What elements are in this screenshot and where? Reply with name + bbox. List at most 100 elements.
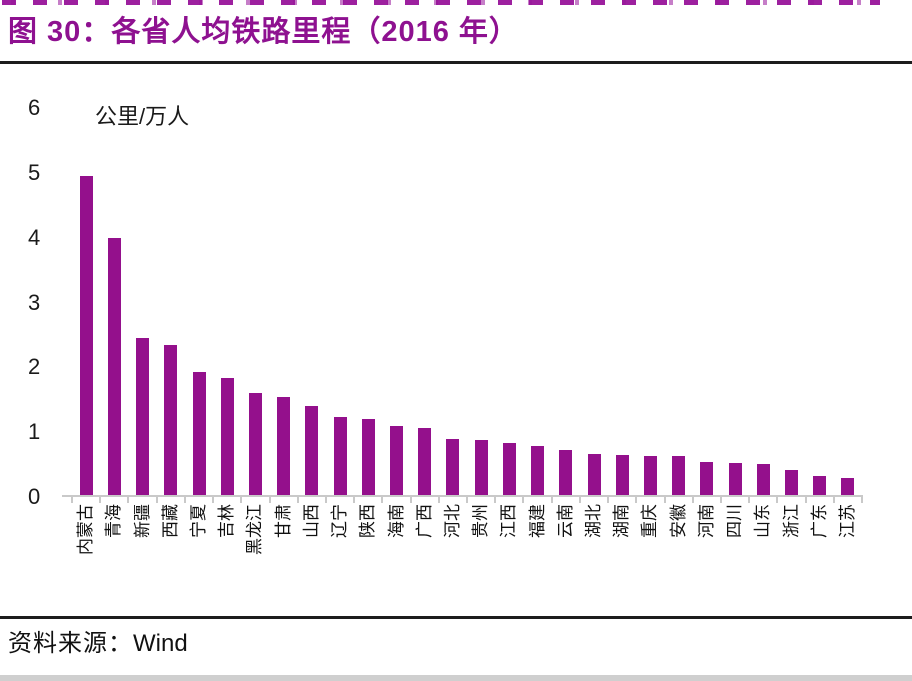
x-axis-ticks (71, 497, 864, 505)
y-axis-tick-label: 6 (28, 95, 41, 120)
x-axis-tick (268, 497, 271, 503)
x-axis-label: 山西 (301, 504, 321, 538)
x-axis-tick (691, 497, 694, 503)
bar (728, 462, 742, 497)
x-axis-label: 广东 (809, 504, 829, 538)
x-axis-tick (804, 497, 807, 503)
bar (587, 453, 601, 497)
bar (643, 455, 657, 497)
x-axis-tick (324, 497, 327, 503)
y-axis-tick-label: 4 (28, 224, 41, 250)
bar (756, 463, 770, 497)
x-axis-tick (663, 497, 666, 503)
bar (615, 454, 629, 497)
header-divider (0, 61, 912, 64)
x-axis-tick (776, 497, 779, 503)
bar (700, 462, 714, 497)
x-axis-label: 海南 (386, 504, 406, 538)
x-axis-label: 青海 (104, 504, 124, 538)
figure-title: 图 30：各省人均铁路里程（2016 年） (8, 16, 519, 48)
bar (79, 176, 93, 497)
bar (531, 446, 544, 497)
x-axis-tick (183, 497, 186, 503)
source-value: Wind (133, 630, 188, 657)
x-axis-tick (494, 497, 497, 503)
bar (361, 419, 375, 497)
x-axis-label: 黑龙江 (245, 504, 265, 555)
bar (474, 439, 488, 497)
bar (813, 475, 827, 497)
x-axis-label: 四川 (725, 504, 744, 538)
x-axis-label: 湖南 (612, 504, 632, 538)
x-axis-tick (155, 497, 158, 503)
x-axis-label: 甘肃 (273, 504, 293, 538)
x-axis-tick (437, 497, 440, 503)
x-axis-tick (353, 497, 356, 503)
x-axis-label: 安徽 (668, 504, 688, 538)
x-axis-tick (99, 497, 102, 503)
bar (192, 371, 206, 497)
bar (277, 397, 291, 497)
bar (305, 406, 319, 497)
x-axis-tick (296, 497, 299, 503)
page-edge-strip (0, 675, 912, 681)
x-axis-labels: 内蒙古 青海 新疆 西藏 宁夏 吉林 黑龙江 甘肃 山西 辽宁 陕西 海南 广西 河北 贵州 江西 福建 云南 湖北… (72, 504, 862, 616)
x-axis-label: 西藏 (160, 504, 180, 538)
x-axis-tick (578, 497, 581, 503)
x-axis-tick (409, 497, 412, 503)
x-axis-tick (719, 497, 722, 503)
x-axis-label: 宁夏 (189, 504, 208, 538)
bar (390, 426, 403, 497)
x-axis-label: 湖北 (584, 504, 603, 538)
bar (785, 470, 798, 497)
x-axis-tick (127, 497, 130, 503)
x-axis-tick (550, 497, 553, 503)
x-axis-label: 云南 (555, 504, 575, 538)
bar (502, 443, 516, 497)
x-axis-label: 新疆 (132, 504, 152, 538)
footer-divider (0, 616, 912, 619)
bar (446, 438, 460, 497)
source-label: 资料来源： (8, 631, 133, 657)
x-axis-label: 贵州 (471, 504, 491, 538)
x-axis-label: 吉林 (217, 504, 237, 538)
bar (559, 450, 573, 497)
x-axis-line (62, 495, 863, 497)
y-axis-tick-label: 1 (28, 419, 41, 445)
x-axis-label: 福建 (527, 504, 547, 538)
x-axis-label: 陕西 (358, 504, 378, 538)
y-axis-labels: 0 1 2 3 4 5 6 (28, 95, 50, 509)
x-axis-tick (832, 497, 835, 503)
bar (841, 477, 855, 497)
y-axis-tick-label: 5 (28, 159, 41, 185)
bar (107, 237, 121, 497)
bar (220, 377, 234, 497)
bar (333, 416, 347, 497)
x-axis-tick (635, 497, 638, 503)
x-axis-tick (607, 497, 610, 503)
x-axis-label: 河北 (442, 504, 462, 538)
plot-area (72, 108, 862, 497)
x-axis-tick (466, 497, 468, 503)
x-axis-label: 浙江 (781, 504, 801, 538)
x-axis-tick (71, 497, 73, 503)
bar (672, 455, 686, 497)
x-axis-tick (240, 497, 243, 503)
bar (136, 338, 149, 497)
x-axis-tick (381, 497, 384, 503)
y-axis-unit-label: 公里/万人 (95, 104, 190, 129)
x-axis-label: 广西 (414, 504, 434, 538)
bar (248, 392, 262, 497)
y-axis-tick-label: 3 (28, 289, 41, 315)
source-line: 资料来源：Wind (8, 623, 188, 658)
x-axis-label: 辽宁 (330, 504, 349, 538)
x-axis-label: 山东 (753, 504, 773, 538)
x-axis-label: 河南 (696, 504, 716, 538)
x-axis-tick (861, 497, 863, 503)
x-axis-tick (212, 497, 215, 503)
x-axis-label: 江苏 (837, 504, 857, 538)
x-axis-label: 重庆 (640, 504, 660, 538)
x-axis-tick (748, 497, 751, 503)
x-axis-tick (522, 497, 525, 503)
x-axis-label: 江西 (499, 504, 519, 538)
